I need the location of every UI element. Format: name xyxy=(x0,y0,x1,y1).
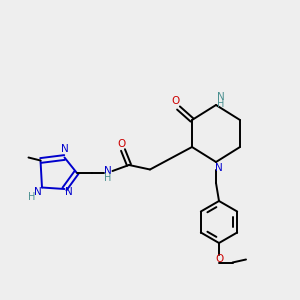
Text: H: H xyxy=(217,99,224,110)
Text: N: N xyxy=(104,166,112,176)
Text: N: N xyxy=(61,144,68,154)
Text: O: O xyxy=(215,254,223,265)
Text: O: O xyxy=(117,139,126,149)
Text: N: N xyxy=(34,187,41,197)
Text: N: N xyxy=(217,92,224,103)
Text: O: O xyxy=(171,95,180,106)
Text: N: N xyxy=(215,163,223,173)
Text: H: H xyxy=(104,173,112,183)
Text: H: H xyxy=(28,191,35,202)
Text: N: N xyxy=(65,187,73,197)
